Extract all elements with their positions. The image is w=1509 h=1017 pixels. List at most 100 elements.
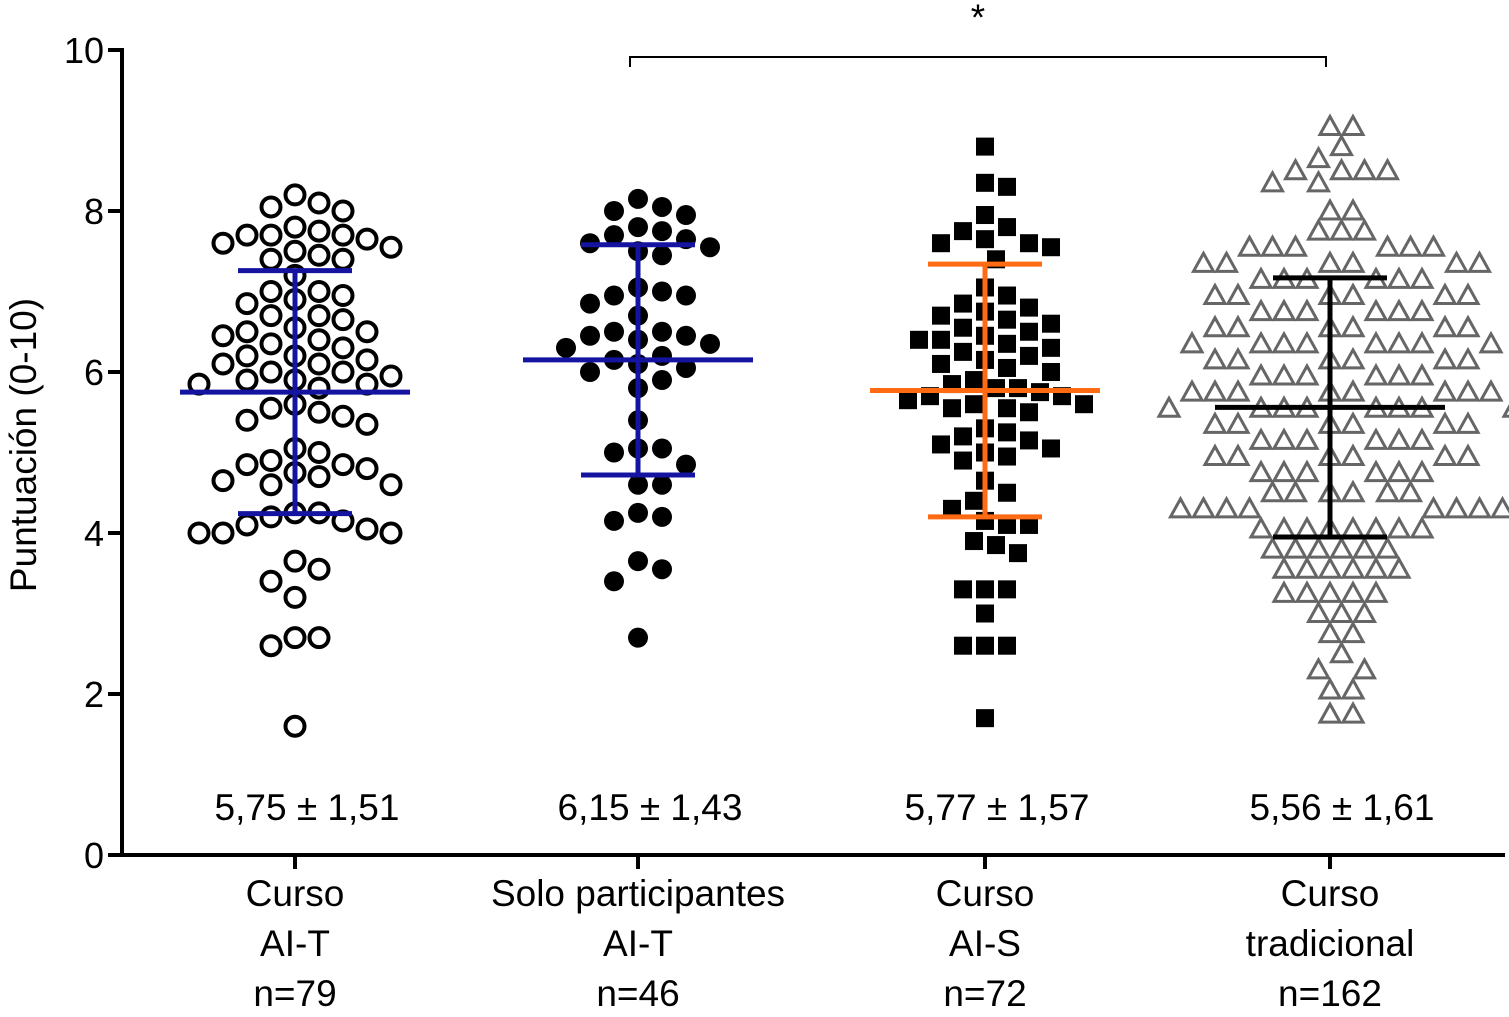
y-tick-label: 2 bbox=[84, 674, 104, 715]
open-triangle-point bbox=[1271, 459, 1297, 483]
open-triangle-point bbox=[1317, 197, 1343, 221]
open-triangle-point bbox=[1374, 234, 1401, 257]
open-triangle-point bbox=[1340, 620, 1366, 644]
open-triangle-point bbox=[1409, 515, 1435, 539]
open-triangle-point bbox=[1248, 330, 1274, 354]
open-triangle-point bbox=[1432, 314, 1458, 338]
filled-square-point bbox=[998, 423, 1016, 442]
open-triangle-point bbox=[1202, 282, 1228, 306]
filled-square-point bbox=[998, 399, 1016, 418]
filled-square-point bbox=[899, 391, 917, 410]
filled-square-point bbox=[943, 399, 961, 418]
filled-square-point bbox=[998, 218, 1016, 237]
error-bars bbox=[180, 242, 1445, 540]
filled-circle-point bbox=[604, 285, 624, 306]
filled-circle-point bbox=[628, 188, 648, 209]
open-triangle-point bbox=[1259, 234, 1286, 257]
open-circle-point bbox=[355, 412, 379, 436]
open-triangle-point bbox=[1455, 411, 1481, 434]
open-circle-point bbox=[235, 368, 259, 392]
filled-circle-point bbox=[604, 225, 624, 246]
open-triangle-point bbox=[1328, 600, 1355, 623]
open-triangle-point bbox=[1443, 495, 1470, 519]
open-triangle-point bbox=[1282, 479, 1309, 503]
open-triangle-point bbox=[1501, 404, 1509, 418]
open-triangle-point bbox=[1294, 427, 1320, 450]
significance-star: * bbox=[971, 0, 985, 38]
filled-square-point bbox=[976, 173, 994, 192]
open-triangle-point bbox=[1317, 250, 1343, 273]
open-triangle-point bbox=[1328, 133, 1355, 157]
filled-circle-point bbox=[628, 627, 648, 648]
open-triangle-point bbox=[1156, 395, 1182, 418]
filled-square-point bbox=[976, 709, 994, 728]
open-circle-point bbox=[259, 505, 283, 529]
open-triangle-point bbox=[1294, 556, 1320, 579]
filled-square-point bbox=[932, 435, 950, 454]
open-triangle-point bbox=[1340, 197, 1366, 221]
x-category-label: Curso bbox=[936, 873, 1035, 914]
open-circle-point bbox=[283, 714, 307, 738]
filled-square-point bbox=[1020, 431, 1038, 450]
open-triangle-point bbox=[1351, 656, 1378, 680]
open-triangle-point bbox=[1386, 556, 1412, 579]
open-triangle-point bbox=[1443, 250, 1470, 273]
open-triangle-point bbox=[1340, 250, 1366, 273]
filled-circle-point bbox=[676, 285, 696, 306]
open-circle-point bbox=[259, 396, 283, 420]
filled-square-point bbox=[1020, 322, 1038, 341]
open-triangle-point bbox=[1259, 169, 1286, 193]
filled-square-point bbox=[987, 536, 1005, 555]
open-circle-point bbox=[211, 469, 235, 493]
open-circle-point bbox=[307, 441, 331, 464]
open-triangle-point bbox=[1317, 580, 1343, 603]
filled-square-point bbox=[998, 515, 1016, 534]
open-circle-point bbox=[235, 408, 259, 432]
open-triangle-point bbox=[1282, 234, 1309, 257]
open-circle-point bbox=[331, 223, 355, 247]
open-circle-point bbox=[259, 223, 283, 247]
filled-square-point bbox=[965, 395, 983, 414]
filled-square-point bbox=[998, 334, 1016, 353]
open-triangle-point bbox=[1397, 479, 1424, 503]
filled-square-point bbox=[1020, 234, 1038, 253]
open-triangle-point bbox=[1225, 314, 1251, 338]
open-triangle-point bbox=[1340, 676, 1366, 700]
open-triangle-point bbox=[1340, 701, 1366, 724]
filled-circle-point bbox=[676, 454, 696, 475]
group-stat-label: 6,15 ± 1,43 bbox=[558, 787, 743, 828]
open-triangle-point bbox=[1282, 157, 1309, 181]
open-triangle-point bbox=[1213, 250, 1240, 273]
open-triangle-point bbox=[1271, 330, 1297, 354]
open-triangle-point bbox=[1363, 556, 1389, 579]
open-circle-point bbox=[331, 284, 355, 308]
open-triangle-point bbox=[1202, 379, 1228, 402]
open-circle-point bbox=[379, 235, 403, 259]
open-triangle-point bbox=[1386, 362, 1412, 386]
open-triangle-point bbox=[1420, 234, 1447, 257]
filled-square-point bbox=[998, 358, 1016, 377]
open-triangle-point bbox=[1374, 157, 1401, 181]
open-triangle-point bbox=[1432, 346, 1458, 370]
open-triangle-point bbox=[1328, 536, 1355, 559]
filled-circle-point bbox=[556, 337, 576, 358]
open-triangle-point bbox=[1363, 362, 1389, 386]
filled-circle-point bbox=[580, 293, 600, 314]
open-circle-point bbox=[307, 557, 331, 581]
open-triangle-point bbox=[1328, 640, 1355, 664]
filled-square-point bbox=[910, 330, 928, 349]
open-circle-point bbox=[235, 453, 259, 477]
open-circle-point bbox=[235, 513, 259, 537]
filled-circle-point bbox=[628, 502, 648, 523]
open-triangle-point bbox=[1190, 495, 1217, 519]
filled-circle-point bbox=[628, 217, 648, 238]
open-circle-point bbox=[211, 231, 235, 255]
open-circle-point bbox=[307, 465, 331, 489]
y-tick-label: 8 bbox=[84, 191, 104, 232]
open-triangle-point bbox=[1305, 600, 1332, 623]
x-category-label: n=46 bbox=[596, 973, 679, 1014]
open-circle-point bbox=[235, 320, 259, 344]
data-points bbox=[187, 113, 1509, 738]
filled-circle-point bbox=[652, 506, 672, 527]
open-triangle-point bbox=[1271, 515, 1297, 539]
